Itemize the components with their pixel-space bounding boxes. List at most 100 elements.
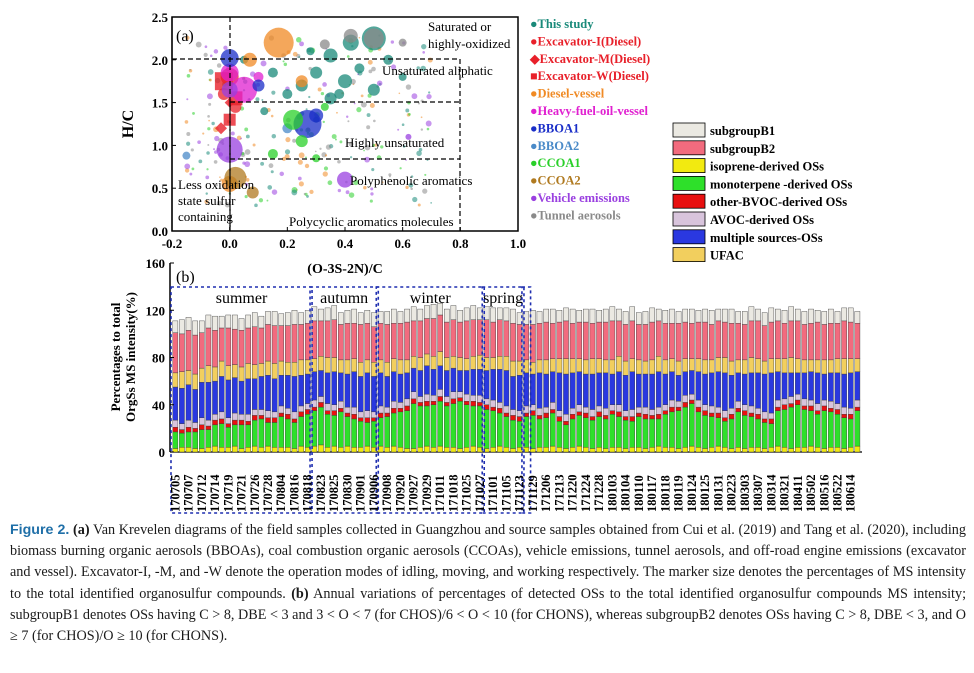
bar-segment	[404, 359, 410, 374]
scatter-point	[312, 154, 321, 163]
bar-segment	[278, 412, 285, 417]
bar-segment	[543, 406, 549, 414]
season-box	[309, 286, 380, 514]
bar-segment	[708, 372, 715, 407]
scatter-background-point	[337, 188, 342, 193]
bar-segment	[609, 359, 616, 375]
y-tick-label: 160	[146, 256, 166, 271]
bar-segment	[801, 447, 808, 453]
scatter-background-point	[298, 181, 304, 187]
bar-segment	[569, 447, 576, 453]
scatter-point	[306, 47, 315, 56]
bar-segment	[708, 416, 715, 448]
bar-segment	[192, 422, 198, 429]
bar-segment	[662, 404, 669, 411]
season-box	[481, 286, 525, 514]
scatter-background-point	[271, 133, 277, 139]
bar-segment	[457, 357, 463, 371]
bar-segment	[768, 307, 775, 323]
y-tick-label: 2.5	[152, 10, 169, 25]
bar-segment	[444, 308, 450, 323]
bar-segment	[225, 426, 232, 448]
bar-segment	[470, 395, 477, 402]
bar-segment	[768, 423, 775, 448]
x-tick-label: 170823	[314, 475, 328, 513]
bar-segment	[669, 371, 675, 401]
bar-segment	[728, 308, 735, 324]
bar-segment	[616, 416, 622, 448]
scatter-background-point	[185, 35, 190, 40]
bar-segment	[397, 408, 404, 413]
bar-segment	[298, 445, 304, 453]
scatter-background-point	[366, 125, 371, 130]
bar-segment	[444, 321, 450, 358]
bar-segment	[616, 404, 622, 413]
season-label: autumn	[320, 290, 368, 307]
scatter-background-point	[206, 168, 209, 171]
bar-segment	[444, 370, 450, 397]
x-tick-label: 170906	[367, 475, 381, 513]
bar-segment	[563, 424, 569, 449]
bar-segment	[549, 358, 556, 372]
bar-segment	[702, 308, 708, 323]
bar-segment	[801, 311, 808, 325]
scatter-background-point	[347, 120, 350, 123]
bar-segment	[212, 380, 218, 415]
bar-segment	[655, 308, 662, 322]
x-tick-label: 180119	[672, 475, 686, 512]
x-tick-label: 171101	[486, 475, 500, 512]
bar-segment	[258, 315, 265, 329]
bar-segment	[563, 373, 569, 415]
legend-entry: ●BBOA2	[530, 139, 579, 153]
bar-segment	[662, 373, 669, 405]
bar-segment	[563, 307, 569, 322]
bar-segment	[821, 399, 828, 407]
scatter-background-point	[319, 147, 322, 150]
bar-segment	[424, 365, 430, 395]
bar-segment	[245, 327, 251, 364]
bar-segment	[761, 373, 768, 413]
season-label: winter	[410, 290, 452, 307]
scatter-background-point	[189, 68, 192, 71]
bar-segment	[245, 378, 251, 415]
bar-segment	[828, 372, 834, 402]
scatter-background-point	[360, 101, 367, 108]
bar-segment	[536, 418, 543, 448]
bar-segment	[278, 325, 285, 362]
bar-segment	[291, 362, 298, 377]
scatter-background-point	[205, 175, 210, 180]
bar-segment	[847, 414, 854, 420]
bar-segment	[463, 393, 470, 402]
bar-segment	[463, 358, 470, 371]
bar-segment	[576, 371, 583, 405]
bar-segment	[496, 307, 503, 320]
bar-segment	[324, 447, 331, 453]
bar-segment	[490, 307, 496, 323]
bar-segment	[364, 359, 371, 374]
scatter-background-point	[336, 111, 338, 114]
bar-segment	[755, 418, 761, 448]
bar-segment	[351, 308, 357, 324]
bar-segment	[212, 414, 218, 421]
scatter-background-point	[186, 98, 189, 101]
bar-segment	[179, 333, 185, 372]
bar-segment	[291, 422, 298, 449]
scatter-point	[295, 135, 308, 148]
bar-segment	[775, 410, 781, 447]
x-tick-label: 180522	[830, 475, 844, 513]
bar-segment	[463, 404, 470, 448]
bar-segment	[788, 306, 794, 322]
x-tick-label: 180411	[791, 475, 805, 512]
bar-segment	[298, 416, 304, 447]
bar-segment	[636, 312, 642, 325]
bar-segment	[251, 378, 258, 410]
bar-segment	[291, 418, 298, 423]
bar-segment	[271, 311, 278, 326]
scatter-background-point	[297, 159, 303, 165]
season-label: summer	[216, 290, 268, 307]
x-tick-label: 1.0	[510, 236, 526, 251]
bar-segment	[496, 369, 503, 403]
x-tick-label: 180124	[685, 474, 699, 512]
bar-segment	[285, 325, 291, 363]
x-tick-label: 180118	[658, 475, 672, 512]
